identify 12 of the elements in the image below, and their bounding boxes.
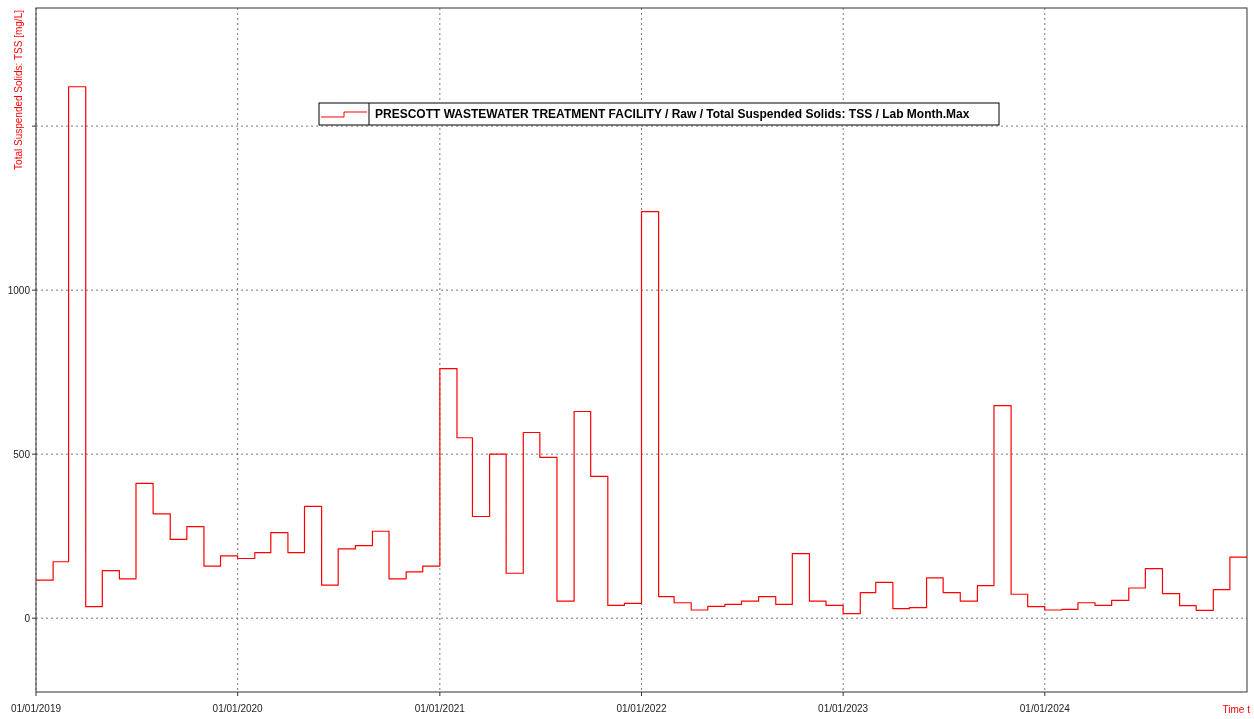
y-axis-title: Total Suspended Solids: TSS [mg/L] — [13, 9, 24, 170]
y-tick-label: 500 — [13, 449, 31, 461]
x-tick-label: 01/01/2024 — [1019, 703, 1071, 714]
x-axis-title: Time t — [1222, 704, 1251, 715]
x-tick-label: 01/01/2022 — [616, 703, 667, 714]
legend-box: PRESCOTT WASTEWATER TREATMENT FACILITY / Raw / Total Suspended Solids: TSS / Lab Month.Max — [318, 102, 1000, 126]
y-tick-label: 0 — [24, 613, 31, 625]
y-tick-label: 1000 — [7, 285, 31, 297]
x-tick-label: 01/01/2019 — [10, 703, 62, 714]
x-tick-label: 01/01/2021 — [414, 703, 466, 714]
x-tick-label: 01/01/2020 — [212, 703, 264, 714]
x-tick-label: 01/01/2023 — [818, 703, 869, 714]
